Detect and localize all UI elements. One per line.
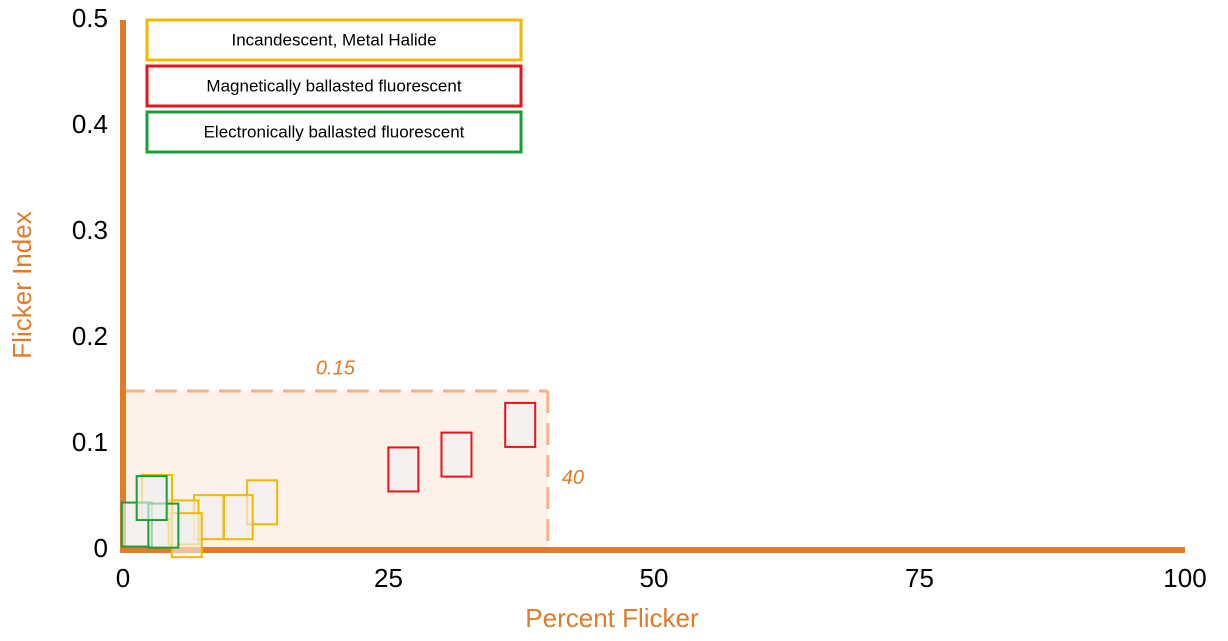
legend-label: Magnetically ballasted fluorescent [206, 76, 461, 95]
region-y-label: 0.15 [316, 357, 356, 379]
legend-box [145, 64, 523, 108]
legend-box [145, 18, 523, 62]
x-tick-label: 50 [640, 563, 669, 593]
x-axis-label: Percent Flicker [525, 603, 699, 633]
lamp-marker [504, 401, 537, 448]
y-tick-label: 0.5 [72, 3, 108, 33]
lamp-marker [135, 475, 168, 522]
lamp-marker [440, 431, 473, 478]
y-tick-label: 0.4 [72, 109, 108, 139]
legend-label: Incandescent, Metal Halide [231, 30, 436, 49]
region-x-label: 40 [562, 467, 584, 489]
legend-label: Electronically ballasted fluorescent [204, 122, 465, 141]
y-axis-label: Flicker Index [7, 211, 37, 358]
x-tick-label: 0 [116, 563, 130, 593]
y-tick-label: 0.3 [72, 215, 108, 245]
y-tick-label: 0.1 [72, 427, 108, 457]
lamp-marker [221, 494, 254, 541]
x-tick-label: 100 [1163, 563, 1206, 593]
legend-box [145, 110, 523, 154]
y-tick-label: 0 [94, 533, 108, 563]
y-tick-label: 0.2 [72, 321, 108, 351]
x-tick-label: 75 [905, 563, 934, 593]
lamp-marker [387, 446, 420, 493]
x-tick-label: 25 [374, 563, 403, 593]
